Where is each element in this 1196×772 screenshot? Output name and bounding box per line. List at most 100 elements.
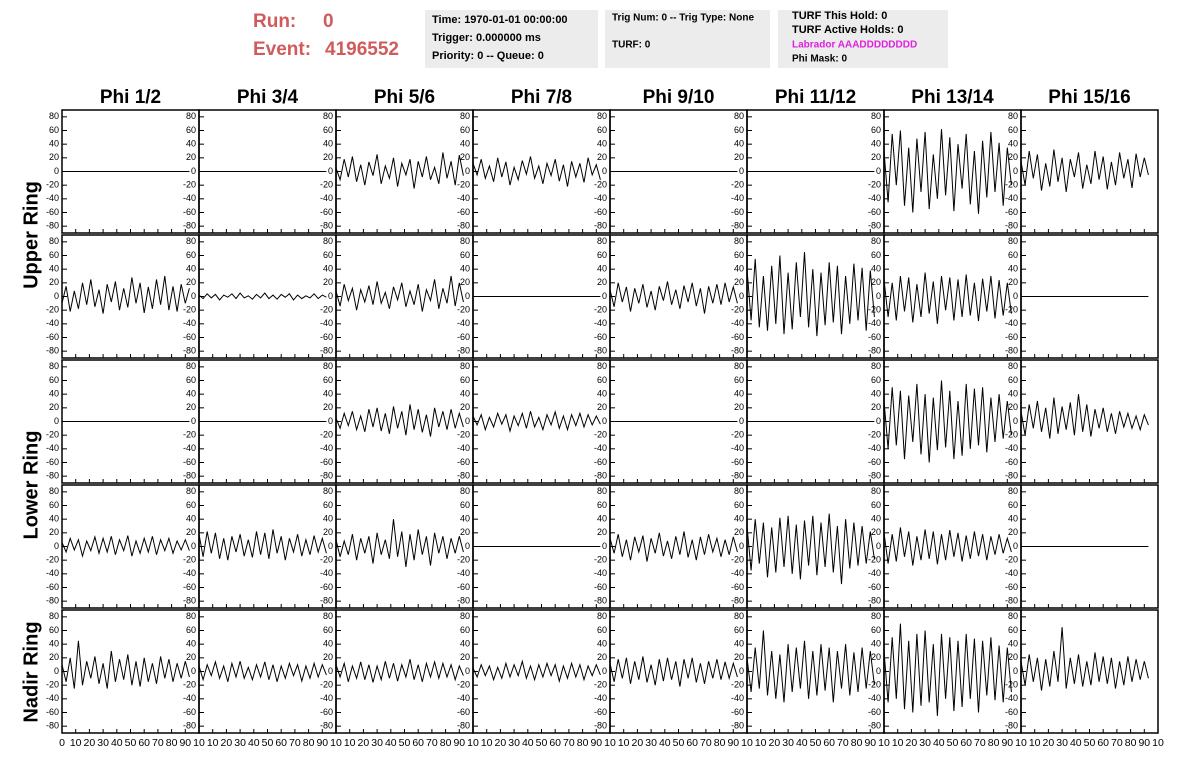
y-tick-label: 80 bbox=[49, 486, 59, 496]
y-tick-label: -80 bbox=[457, 721, 470, 731]
y-tick-label: 40 bbox=[186, 139, 196, 149]
waveform bbox=[746, 252, 875, 337]
y-tick-label: 60 bbox=[597, 500, 607, 510]
y-tick-label: -40 bbox=[868, 318, 881, 328]
waveform bbox=[472, 410, 601, 434]
y-tick-label: -40 bbox=[183, 318, 196, 328]
y-tick-label: 60 bbox=[460, 125, 470, 135]
y-tick-label: 80 bbox=[323, 236, 333, 246]
y-tick-label: -80 bbox=[594, 471, 607, 481]
y-tick-label: 60 bbox=[186, 625, 196, 635]
x-tick-label: 20 bbox=[769, 737, 781, 749]
x-tick-label: 10 bbox=[618, 737, 630, 749]
y-tick-label: -20 bbox=[868, 180, 881, 190]
y-tick-label: 0 bbox=[328, 291, 333, 301]
y-tick-label: 60 bbox=[186, 250, 196, 260]
panel-frame bbox=[472, 109, 611, 234]
x-tick-label: 40 bbox=[796, 737, 808, 749]
y-tick-label: 60 bbox=[1008, 250, 1018, 260]
y-tick-label: -60 bbox=[46, 582, 59, 592]
y-tick-label: -80 bbox=[320, 471, 333, 481]
y-tick-label: -60 bbox=[183, 707, 196, 717]
column-title: Phi 1/2 bbox=[100, 87, 161, 108]
info-box bbox=[605, 10, 770, 68]
y-tick-label: -80 bbox=[457, 346, 470, 356]
y-tick-label: 40 bbox=[734, 389, 744, 399]
y-tick-label: -20 bbox=[868, 680, 881, 690]
x-tick-label: 20 bbox=[495, 737, 507, 749]
info-line: Priority: 0 -- Queue: 0 bbox=[432, 50, 544, 62]
x-tick-label: 90 bbox=[864, 737, 876, 749]
x-tick-label: 30 bbox=[919, 737, 931, 749]
y-tick-label: 20 bbox=[460, 527, 470, 537]
x-tick-label: 80 bbox=[714, 737, 726, 749]
waveform bbox=[198, 529, 327, 561]
y-tick-label: -20 bbox=[183, 180, 196, 190]
row-label: Nadir Ring bbox=[20, 621, 42, 722]
y-tick-label: -20 bbox=[1005, 555, 1018, 565]
x-tick-label: 20 bbox=[632, 737, 644, 749]
column-title: Phi 3/4 bbox=[237, 87, 299, 108]
x-tick-label: 60 bbox=[138, 737, 150, 749]
info-line: Trigger: 0.000000 ms bbox=[432, 32, 541, 44]
y-tick-label: -40 bbox=[731, 193, 744, 203]
y-tick-label: 60 bbox=[1008, 125, 1018, 135]
y-tick-label: -60 bbox=[457, 207, 470, 217]
y-tick-label: -60 bbox=[46, 207, 59, 217]
y-tick-label: -60 bbox=[320, 707, 333, 717]
x-tick-label: 30 bbox=[371, 737, 383, 749]
y-tick-label: -20 bbox=[320, 555, 333, 565]
panel-frame bbox=[61, 234, 200, 359]
y-tick-label: 80 bbox=[734, 611, 744, 621]
y-tick-label: 0 bbox=[1013, 541, 1018, 551]
x-tick-label: 90 bbox=[1001, 737, 1013, 749]
y-tick-label: -60 bbox=[320, 207, 333, 217]
y-tick-label: 20 bbox=[871, 152, 881, 162]
y-tick-label: -20 bbox=[183, 305, 196, 315]
info-box bbox=[425, 10, 598, 68]
y-tick-label: -80 bbox=[183, 721, 196, 731]
waveform bbox=[609, 656, 738, 687]
y-tick-label: 80 bbox=[323, 361, 333, 371]
y-tick-label: 60 bbox=[323, 250, 333, 260]
x-tick-label: 40 bbox=[1070, 737, 1082, 749]
y-tick-label: 80 bbox=[1008, 236, 1018, 246]
y-tick-label: -80 bbox=[1005, 721, 1018, 731]
panel-frame bbox=[883, 359, 1022, 484]
y-tick-label: -80 bbox=[594, 221, 607, 231]
panel-frame bbox=[609, 609, 748, 734]
x-tick-label: 40 bbox=[111, 737, 123, 749]
y-tick-label: -80 bbox=[868, 596, 881, 606]
info-line: Phi Mask: 0 bbox=[792, 54, 847, 65]
y-tick-label: 80 bbox=[734, 486, 744, 496]
y-tick-label: -20 bbox=[731, 430, 744, 440]
y-tick-label: 0 bbox=[739, 541, 744, 551]
x-tick-label: 50 bbox=[125, 737, 137, 749]
y-tick-label: -80 bbox=[731, 721, 744, 731]
event-number: 4196552 bbox=[325, 39, 399, 60]
y-tick-label: 40 bbox=[871, 264, 881, 274]
y-tick-label: 0 bbox=[465, 166, 470, 176]
y-tick-label: -40 bbox=[1005, 443, 1018, 453]
y-tick-label: -20 bbox=[594, 680, 607, 690]
y-tick-label: -40 bbox=[1005, 193, 1018, 203]
y-tick-label: 80 bbox=[1008, 111, 1018, 121]
y-tick-label: 20 bbox=[734, 277, 744, 287]
x-tick-label: 70 bbox=[289, 737, 301, 749]
y-tick-label: -60 bbox=[1005, 707, 1018, 717]
waveform bbox=[883, 129, 1012, 214]
y-tick-label: 40 bbox=[460, 264, 470, 274]
y-tick-label: 40 bbox=[460, 389, 470, 399]
y-tick-label: 0 bbox=[739, 166, 744, 176]
panel-frame bbox=[746, 234, 885, 359]
x-tick-label: 70 bbox=[152, 737, 164, 749]
x-tick-label: 70 bbox=[426, 737, 438, 749]
y-tick-label: -60 bbox=[320, 457, 333, 467]
x-tick-label: 30 bbox=[782, 737, 794, 749]
y-tick-label: -80 bbox=[731, 471, 744, 481]
y-tick-label: -60 bbox=[594, 332, 607, 342]
y-tick-label: 40 bbox=[734, 264, 744, 274]
y-tick-label: 40 bbox=[323, 639, 333, 649]
y-tick-label: 60 bbox=[597, 625, 607, 635]
y-tick-label: -20 bbox=[183, 430, 196, 440]
